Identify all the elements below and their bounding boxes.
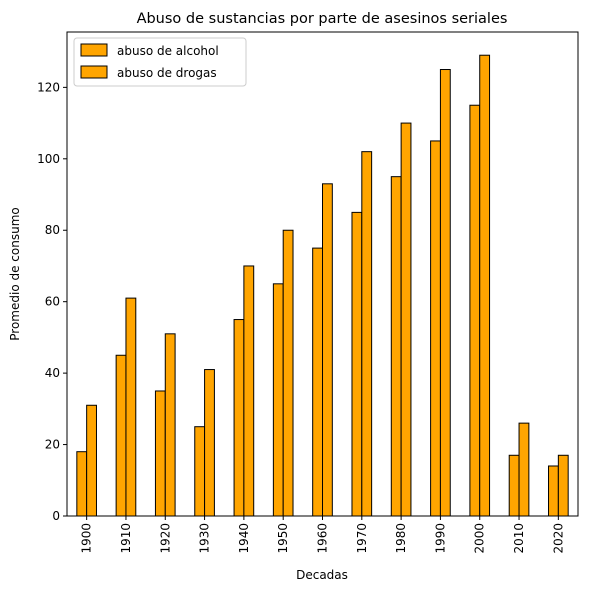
- x-axis: 1900 1910 1920 1930 1940 1950 1960 1970 1980 1990…: [80, 516, 565, 554]
- x-tick-label: 1960: [316, 523, 330, 554]
- bar-drogas-1910: [125, 297, 137, 517]
- bar-drogas-1900: [86, 404, 97, 517]
- legend: abuso de alcohol abuso de drogas: [73, 37, 247, 87]
- bars-group: [76, 54, 569, 517]
- x-tick-label: 1940: [237, 523, 251, 554]
- y-tick-label: 0: [52, 509, 60, 523]
- bar-alcohol-1990: [430, 140, 441, 517]
- bar-alcohol-2000: [469, 104, 481, 517]
- legend-swatch-alcohol: [80, 43, 108, 57]
- x-tick-label: 1900: [80, 523, 94, 554]
- y-tick-label: 80: [45, 223, 60, 237]
- x-tick-label: 1970: [355, 523, 369, 554]
- x-tick-label: 1980: [394, 523, 408, 554]
- x-tick-label: 1990: [433, 523, 447, 554]
- x-tick-label: 1910: [119, 523, 133, 554]
- bar-alcohol-2020: [548, 465, 559, 517]
- bar-alcohol-1980: [390, 176, 402, 517]
- legend-swatch-drogas: [80, 65, 108, 79]
- bar-drogas-1970: [361, 151, 373, 517]
- bar-alcohol-1960: [312, 247, 324, 517]
- y-tick-label: 20: [45, 438, 60, 452]
- y-axis: 0 20 40 60 80 100 120: [37, 80, 67, 523]
- bar-alcohol-2010: [508, 454, 520, 517]
- bar-alcohol-1970: [351, 211, 363, 517]
- bar-drogas-1930: [204, 369, 215, 517]
- bar-drogas-1990: [439, 69, 451, 517]
- bar-drogas-1940: [243, 265, 255, 517]
- x-tick-label: 1930: [198, 523, 212, 554]
- x-axis-label: Decadas: [296, 568, 348, 582]
- x-tick-label: 2010: [512, 523, 526, 554]
- y-tick-label: 40: [45, 366, 60, 380]
- x-tick-label: 1920: [158, 523, 172, 554]
- x-tick-label: 2020: [551, 523, 565, 554]
- bar-alcohol-1920: [154, 390, 166, 517]
- bar-alcohol-1910: [115, 354, 127, 517]
- bar-alcohol-1930: [194, 426, 206, 517]
- legend-label-alcohol: abuso de alcohol: [117, 44, 219, 58]
- bar-drogas-1950: [282, 229, 294, 517]
- bar-drogas-2020: [557, 454, 569, 517]
- bar-alcohol-1940: [233, 319, 245, 517]
- bar-drogas-1960: [322, 183, 333, 517]
- x-tick-label: 2000: [473, 523, 487, 554]
- y-tick-label: 100: [37, 152, 60, 166]
- y-tick-label: 60: [45, 295, 60, 309]
- x-tick-label: 1950: [276, 523, 290, 554]
- y-axis-label: Promedio de consumo: [8, 207, 22, 340]
- bar-drogas-2000: [479, 54, 491, 517]
- y-tick-label: 120: [37, 80, 60, 94]
- bar-alcohol-1950: [272, 283, 284, 517]
- legend-box: [73, 37, 247, 87]
- bar-drogas-1920: [164, 333, 176, 517]
- bar-alcohol-1900: [76, 451, 88, 517]
- chart-title: Abuso de sustancias por parte de asesino…: [137, 11, 508, 27]
- bar-drogas-2010: [518, 422, 530, 517]
- legend-label-drogas: abuso de drogas: [117, 66, 217, 80]
- bar-drogas-1980: [400, 122, 412, 517]
